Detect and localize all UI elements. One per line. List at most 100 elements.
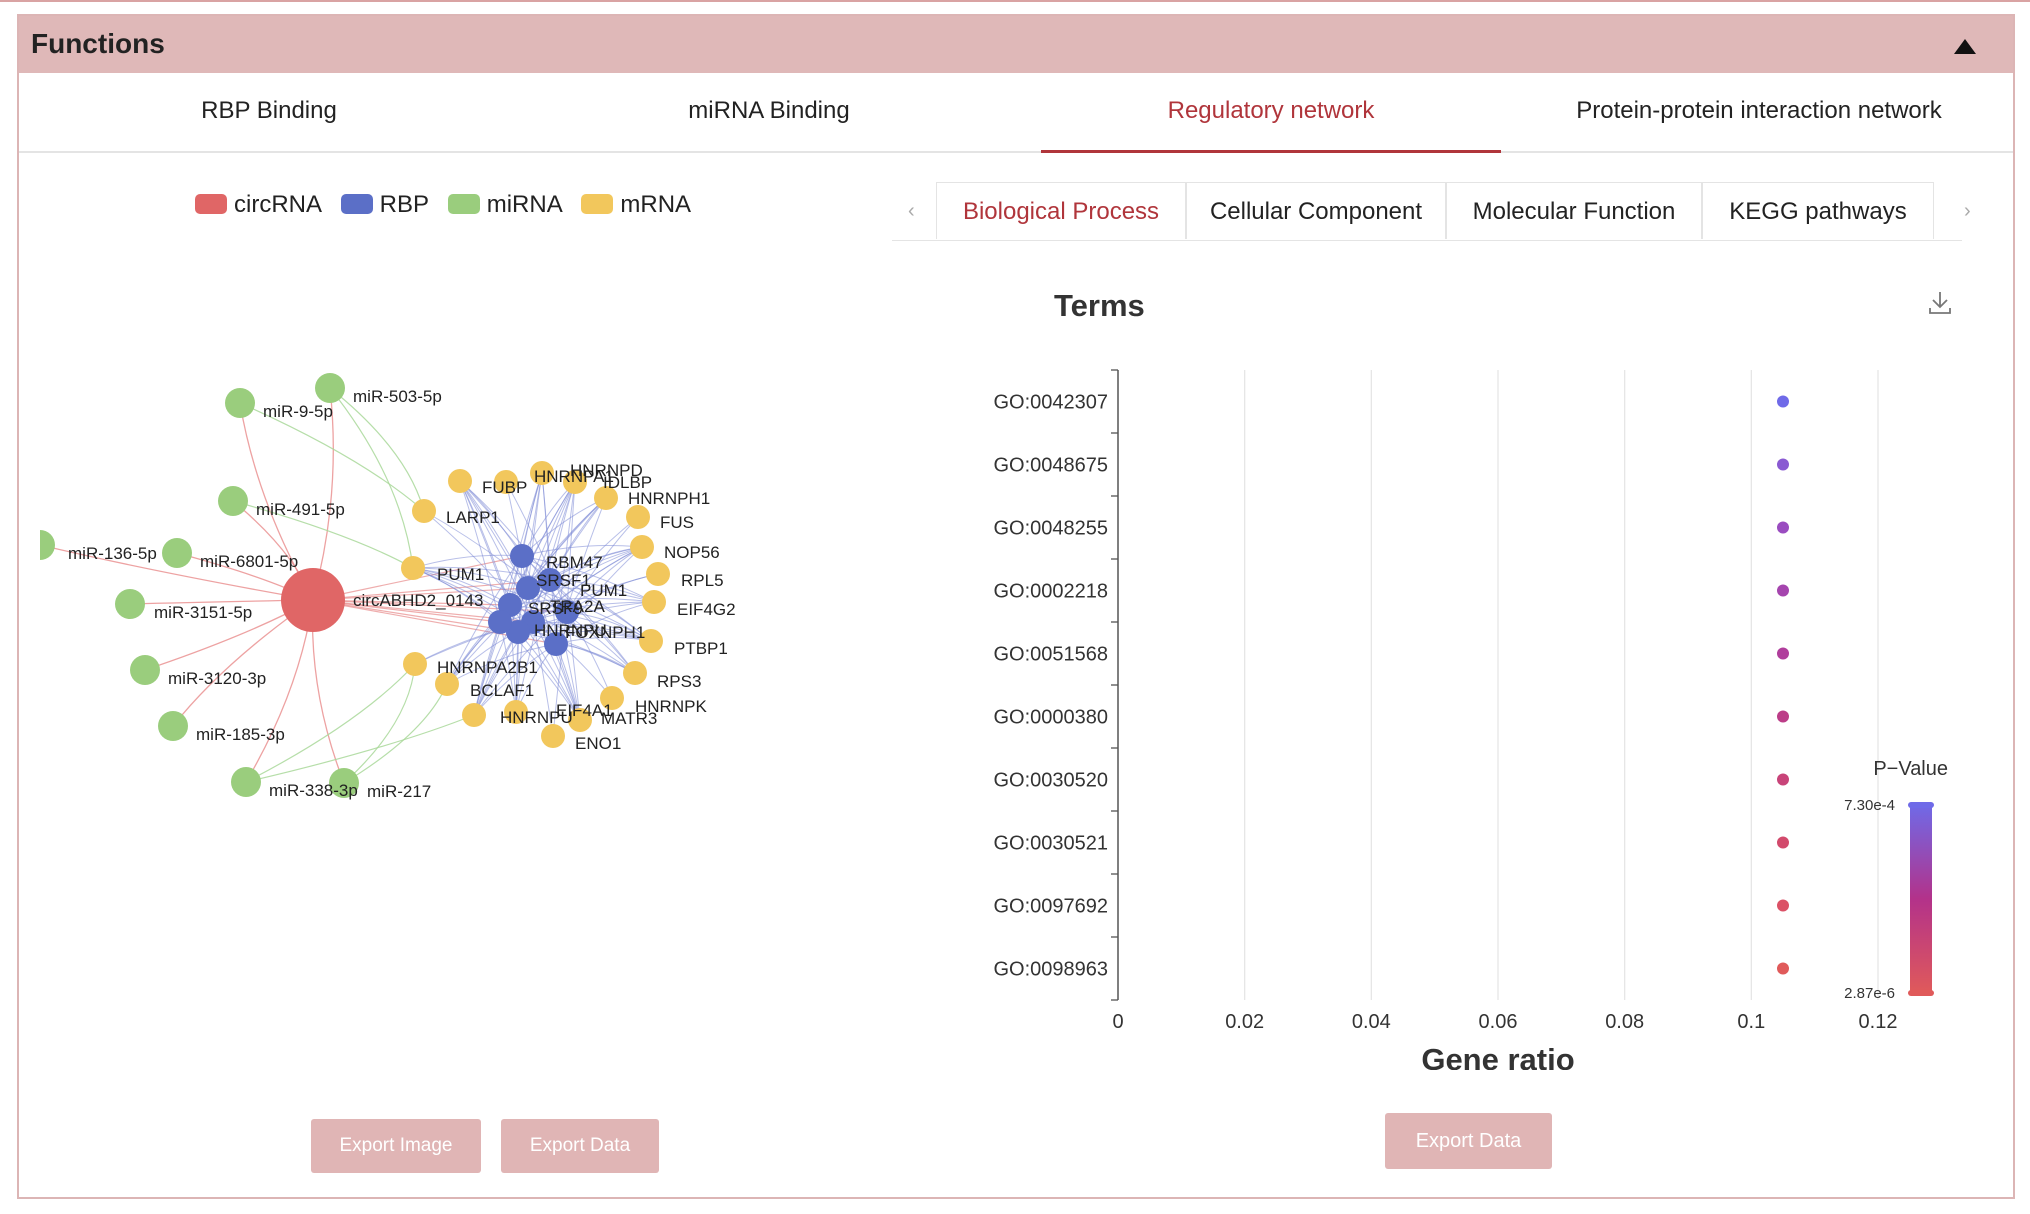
rbp-node [506, 620, 530, 644]
mrna-node [646, 562, 670, 586]
mrna-label: FUBP [482, 478, 527, 497]
mirna-label: miR-338-3p [269, 781, 358, 800]
network-legend: circRNA RBP miRNA mRNA [195, 190, 703, 220]
x-tick-label: 0.12 [1859, 1011, 1898, 1033]
pvalue-colorbar [1910, 804, 1932, 994]
mrna-label: ENO1 [575, 734, 621, 753]
mirna-label: miR-3120-3p [168, 669, 266, 688]
legend-swatch-circrna [195, 193, 227, 214]
mrna-node [630, 535, 654, 559]
panel-header[interactable]: Functions [19, 16, 2013, 73]
legend-swatch-rbp [340, 193, 373, 214]
mirna-node [225, 388, 255, 418]
y-tick-label: GO:0097692 [993, 896, 1108, 918]
edge-rbp-mrna [521, 555, 655, 603]
x-tick-label: 0.04 [1352, 1011, 1391, 1033]
panel-title: Functions [31, 28, 165, 59]
export-enrichment-data-button[interactable]: Export Data [1385, 1113, 1552, 1169]
x-tick-label: 0.02 [1225, 1011, 1264, 1033]
export-network-data-button[interactable]: Export Data [501, 1119, 659, 1173]
edge-rbp-mrna [412, 567, 568, 613]
mrna-node [600, 686, 624, 710]
edge-rbp-mrna [412, 567, 534, 623]
tab-mirna-binding[interactable]: miRNA Binding [688, 97, 850, 124]
function-tabs: RBP Binding miRNA Binding Regulatory net… [19, 73, 2013, 153]
rbp-node [555, 600, 579, 624]
mrna-node [623, 661, 647, 685]
mirna-node [158, 711, 188, 741]
rbp-node [510, 544, 534, 568]
legend-label-rbp: RBP [379, 190, 430, 218]
subtabs-next-arrow[interactable]: › [1964, 200, 1971, 222]
mrna-label: FUS [660, 513, 694, 532]
edge-rbp-mrna [423, 510, 568, 613]
legend-label-mirna: miRNA [486, 190, 563, 218]
mrna-node [494, 470, 518, 494]
mrna-node [541, 724, 565, 748]
subtab-biological-process[interactable]: Biological Process [936, 182, 1186, 239]
download-icon[interactable] [1925, 288, 1955, 318]
tab-regulatory-network[interactable]: Regulatory network [1041, 73, 1501, 153]
tab-rbp-binding[interactable]: RBP Binding [201, 97, 337, 124]
y-tick-label: GO:0051568 [993, 644, 1108, 666]
mrna-node [626, 505, 650, 529]
rbp-node [544, 632, 568, 656]
rbp-label: TRA2A [550, 597, 605, 616]
collapse-triangle-icon[interactable] [1954, 39, 1976, 54]
edge-rbp-mrna [555, 546, 643, 645]
subtabs-prev-arrow[interactable]: ‹ [908, 200, 915, 222]
data-point [1777, 899, 1789, 912]
legend-mrna[interactable]: mRNA [581, 191, 691, 219]
legend-swatch-mrna [581, 193, 614, 214]
mirna-label: miR-217 [367, 782, 431, 801]
data-point [1777, 458, 1789, 471]
mirna-label: miR-3151-5p [154, 603, 252, 622]
subtab-molecular-function[interactable]: Molecular Function [1446, 182, 1702, 239]
mrna-label: HNRNPU [500, 708, 573, 727]
mirna-node [130, 655, 160, 685]
rbp-label: FOXNPH1 [565, 623, 645, 642]
data-point [1777, 710, 1789, 723]
rbp-node [538, 568, 562, 592]
subtab-cellular-component[interactable]: Cellular Component [1186, 182, 1446, 239]
mirna-label: miR-6801-5p [200, 552, 298, 571]
regulatory-network-graph[interactable]: miR-503-5p miR-9-5p miR-491-5p miR-136-5p mi… [40, 360, 760, 830]
edge-rbp-mrna [517, 481, 576, 633]
edge-rbp-mrna [532, 481, 576, 623]
legend-mirna[interactable]: miRNA [447, 190, 563, 219]
legend-rbp[interactable]: RBP [340, 190, 430, 219]
mirna-node [231, 767, 261, 797]
rbp-label: PUM1 [580, 581, 627, 600]
export-image-button[interactable]: Export Image [311, 1119, 481, 1173]
edge-rbp-mrna [555, 481, 576, 645]
active-tab-indicator [1041, 150, 1501, 153]
edge-rbp-mrna [532, 621, 652, 642]
mrna-node [530, 461, 554, 485]
mirna-label: miR-185-3p [196, 725, 285, 744]
edge-rbp-mrna [414, 611, 568, 665]
edge-rbp-mrna [459, 480, 501, 623]
colorbar-min-label: 2.87e-6 [1844, 985, 1895, 1002]
mrna-node [568, 708, 592, 732]
legend-circrna[interactable]: circRNA [195, 191, 322, 219]
edge-mirna-mrna [245, 663, 416, 783]
mrna-label: HNRNPA1 [534, 467, 614, 486]
mrna-label: HNRNPA2B1 [437, 658, 538, 677]
edge-mirna-mrna [343, 683, 448, 784]
mirna-node [329, 768, 359, 798]
mrna-label: EIF4G2 [677, 600, 736, 619]
x-tick-label: 0.1 [1737, 1011, 1765, 1033]
edge-rbp-mrna [412, 567, 529, 589]
mrna-node [642, 590, 666, 614]
edge-rbp-mrna [566, 481, 576, 613]
mrna-node [594, 486, 618, 510]
mrna-node [462, 703, 486, 727]
data-point [1777, 584, 1789, 597]
tab-ppi-network[interactable]: Protein-protein interaction network [1576, 97, 1942, 124]
mrna-label: RPL5 [681, 571, 724, 590]
subtab-kegg-pathways[interactable]: KEGG pathways [1702, 182, 1934, 239]
mrna-label: PUM1 [437, 565, 484, 584]
mrna-label: HNRNPD [570, 461, 643, 480]
mrna-node [563, 470, 587, 494]
edge-mirna-mrna [245, 714, 475, 783]
